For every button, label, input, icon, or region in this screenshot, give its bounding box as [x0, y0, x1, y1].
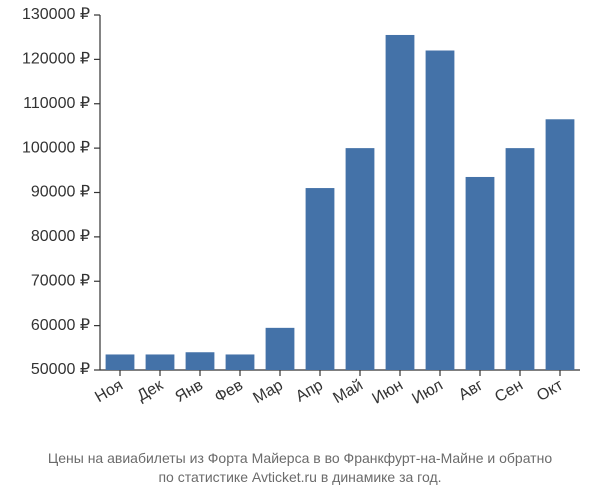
x-tick-label: Апр [293, 377, 326, 406]
x-tick-label: Фев [212, 377, 246, 407]
y-tick-label: 130000 ₽ [22, 6, 90, 23]
x-tick-label: Дек [134, 376, 167, 405]
bar [546, 119, 575, 370]
y-tick-label: 80000 ₽ [31, 228, 90, 245]
y-tick-label: 90000 ₽ [31, 184, 90, 201]
chart-caption: Цены на авиабилеты из Форта Майерса в во… [0, 449, 600, 488]
x-tick-label: Ноя [92, 377, 126, 406]
x-tick-label: Июл [409, 377, 446, 408]
bar [106, 354, 135, 370]
x-tick-label: Июн [369, 377, 406, 408]
bar [466, 177, 495, 370]
x-tick-label: Май [330, 377, 366, 407]
bar [186, 352, 215, 370]
y-tick-label: 50000 ₽ [31, 361, 90, 378]
x-tick-label: Окт [534, 376, 566, 405]
caption-line-1: Цены на авиабилеты из Форта Майерса в во… [48, 450, 552, 466]
bar [386, 35, 415, 370]
y-tick-label: 70000 ₽ [31, 272, 90, 289]
x-tick-label: Янв [172, 377, 206, 406]
bar [346, 148, 375, 370]
bar-chart: 50000 ₽ 60000 ₽ 70000 ₽ 80000 ₽ 90000 ₽ 10000… [0, 0, 600, 430]
caption-line-2: по статистике Avticket.ru в динамике за … [158, 469, 441, 485]
bar [506, 148, 535, 370]
y-tick-label: 120000 ₽ [22, 51, 90, 68]
bar [306, 188, 335, 370]
x-tick-label: Авг [456, 377, 486, 404]
y-tick-label: 110000 ₽ [23, 95, 90, 112]
chart-container: 50000 ₽ 60000 ₽ 70000 ₽ 80000 ₽ 90000 ₽ 10000… [0, 0, 600, 500]
bar [266, 328, 295, 370]
y-tick-label: 60000 ₽ [31, 317, 90, 334]
x-tick-label: Мар [250, 377, 286, 407]
bar [426, 51, 455, 371]
x-tick-label: Сен [492, 377, 526, 406]
bar [146, 354, 175, 370]
y-tick-label: 100000 ₽ [22, 139, 90, 156]
bar [226, 354, 255, 370]
